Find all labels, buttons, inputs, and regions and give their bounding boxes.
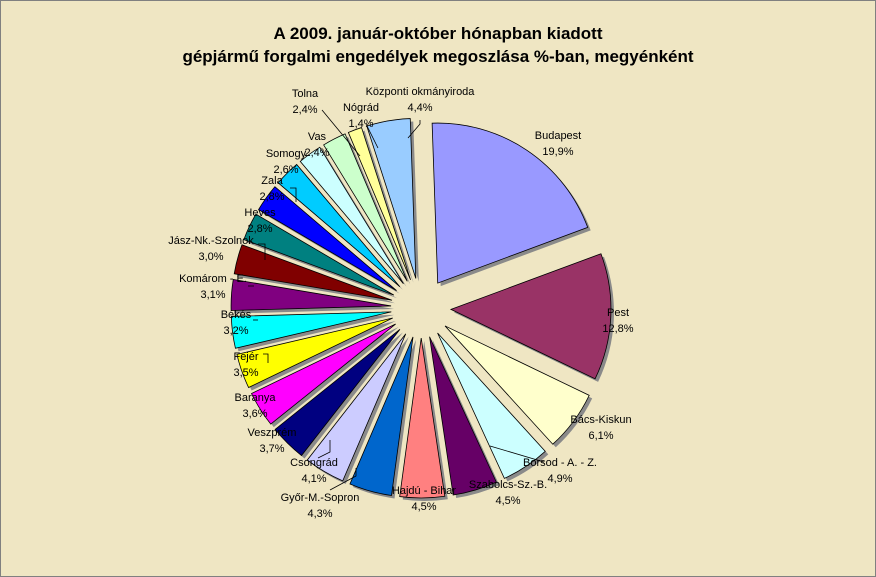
slice-label-value: 4,9% bbox=[547, 473, 572, 485]
pie-slice-tolna bbox=[323, 133, 408, 282]
slice-label-value: 3,7% bbox=[259, 443, 284, 455]
pie-slice-heves bbox=[243, 213, 395, 296]
pie-slice-n-gr-d bbox=[347, 127, 411, 281]
slice-label-value: 6,1% bbox=[588, 430, 613, 442]
chart-title-line-2: gépjármű forgalmi engedélyek megoszlása … bbox=[182, 47, 694, 66]
pie-slice-hajd-bihar bbox=[399, 337, 446, 499]
pie-slice-kom-rom-e- bbox=[230, 279, 392, 311]
slice-label: Csongrád 4,1% bbox=[290, 457, 338, 485]
slice-label: Központi okmányiroda 4,4% bbox=[366, 86, 476, 114]
slice-label-value: 3,2% bbox=[223, 325, 248, 337]
slice-label-value: 3,5% bbox=[233, 367, 258, 379]
pie-slice-szabolcs-sz-b- bbox=[429, 336, 497, 496]
slice-label: Fejér 3,5% bbox=[233, 351, 258, 379]
slice-label-name: Tolna bbox=[292, 88, 319, 100]
slice-label-name: Baranya bbox=[235, 392, 277, 404]
slice-label-name: Jász-Nk.-Szolnok bbox=[168, 235, 254, 247]
slice-label-value: 4,5% bbox=[495, 495, 520, 507]
slice-label: Borsod - A. - Z. 4,9% bbox=[523, 457, 597, 485]
leader-line bbox=[489, 445, 545, 463]
slice-label-value: 3,0% bbox=[198, 251, 223, 263]
slice-label-value: 2,8% bbox=[259, 191, 284, 203]
slice-label: Baranya 3,6% bbox=[235, 392, 277, 420]
slice-label: Nógrád 1,4% bbox=[343, 102, 379, 130]
slice-label: Szabolcs-Sz.-B. 4,5% bbox=[469, 479, 547, 507]
slice-label: Somogy 2,6% bbox=[266, 148, 307, 176]
slice-label-value: 4,3% bbox=[307, 508, 332, 520]
pie-slice-csongr-d bbox=[306, 333, 407, 482]
slice-label-name: Vas bbox=[308, 131, 327, 143]
leader-line bbox=[365, 123, 379, 149]
slice-label-name: Pest bbox=[607, 307, 629, 319]
slice-label-name: Győr-M.-Sopron bbox=[281, 492, 360, 504]
slice-label-name: Borsod - A. - Z. bbox=[523, 457, 597, 469]
slice-label-name: Heves bbox=[244, 207, 276, 219]
leader-line bbox=[258, 243, 266, 260]
slice-label-name: Csongrád bbox=[290, 457, 338, 469]
leader-line bbox=[321, 109, 361, 157]
pie-slice-gy-r-m-sopron bbox=[349, 336, 414, 496]
slice-label: Pest 12,8% bbox=[602, 307, 633, 335]
slice-label-name: Somogy bbox=[266, 148, 307, 160]
pie-slice-baranya bbox=[250, 323, 396, 425]
slice-label: Győr-M.-Sopron 4,3% bbox=[281, 492, 360, 520]
slice-label: Vas 2,4% bbox=[304, 131, 329, 159]
slice-label-name: Budapest bbox=[535, 130, 581, 142]
chart-title-line-1: A 2009. január-október hónapban kiadott bbox=[273, 24, 603, 43]
slice-label-name: Központi okmányiroda bbox=[366, 86, 476, 98]
slice-label-name: Komárom - E. bbox=[179, 273, 247, 285]
slice-label: Békés 3,2% bbox=[221, 309, 252, 337]
slice-label-value: 2,4% bbox=[292, 104, 317, 116]
leader-line bbox=[290, 187, 297, 202]
slice-label-value: 4,4% bbox=[407, 102, 432, 114]
pie-slice-zala bbox=[258, 186, 397, 291]
slice-label: Zala 2,8% bbox=[259, 175, 284, 203]
pie-slice-budapest bbox=[431, 122, 589, 284]
chart-title: A 2009. január-október hónapban kiadott … bbox=[0, 22, 876, 68]
slice-label-value: 4,5% bbox=[411, 501, 436, 513]
leader-line bbox=[407, 120, 421, 139]
slice-label: Bács-Kiskun 6,1% bbox=[570, 414, 631, 442]
slice-label-name: Szabolcs-Sz.-B. bbox=[469, 479, 547, 491]
pie-slice-somogy bbox=[277, 163, 401, 288]
slice-label-value: 12,8% bbox=[602, 323, 633, 335]
slice-label-value: 2,4% bbox=[304, 147, 329, 159]
pie-slice-vas bbox=[299, 146, 404, 284]
pie-slice-veszpr-m bbox=[274, 329, 401, 457]
pie-slice-j-sz-nk-szolnok bbox=[233, 244, 393, 301]
leader-line bbox=[317, 440, 331, 459]
slice-label: Veszprém 3,7% bbox=[248, 427, 297, 455]
slice-label-value: 3,1% bbox=[200, 289, 225, 301]
slice-label-name: Veszprém bbox=[248, 427, 297, 439]
slice-label: Hajdú - Bihar 4,5% bbox=[392, 485, 457, 513]
leader-line bbox=[329, 468, 357, 491]
slice-label: Budapest 19,9% bbox=[535, 130, 581, 158]
slice-label: Tolna 2,4% bbox=[292, 88, 319, 116]
pie-slice-pest bbox=[449, 253, 612, 380]
slice-label-name: Nógrád bbox=[343, 102, 379, 114]
slice-label: Heves 2,8% bbox=[244, 207, 276, 235]
pie-slice-fej-r bbox=[236, 317, 393, 389]
slice-label-value: 2,8% bbox=[247, 223, 272, 235]
slice-label-value: 19,9% bbox=[542, 146, 573, 158]
slice-label-name: Fejér bbox=[233, 351, 258, 363]
slice-label-name: Zala bbox=[261, 175, 283, 187]
slice-label-value: 4,1% bbox=[301, 473, 326, 485]
slice-label-name: Békés bbox=[221, 309, 252, 321]
leader-line bbox=[263, 353, 269, 363]
slice-label-value: 3,6% bbox=[242, 408, 267, 420]
slice-label-value: 2,6% bbox=[273, 164, 298, 176]
slice-label-name: Hajdú - Bihar bbox=[392, 485, 457, 497]
slice-label: Jász-Nk.-Szolnok 3,0% bbox=[168, 235, 254, 263]
pie-slice-b-cs-kiskun bbox=[444, 325, 590, 445]
pie-slice-borsod-a-z- bbox=[437, 332, 546, 479]
pie-slice-b-k-s bbox=[230, 311, 392, 349]
slice-label: Komárom - E. 3,1% bbox=[179, 273, 247, 301]
slice-label-name: Bács-Kiskun bbox=[570, 414, 631, 426]
slice-label-value: 1,4% bbox=[348, 118, 373, 130]
